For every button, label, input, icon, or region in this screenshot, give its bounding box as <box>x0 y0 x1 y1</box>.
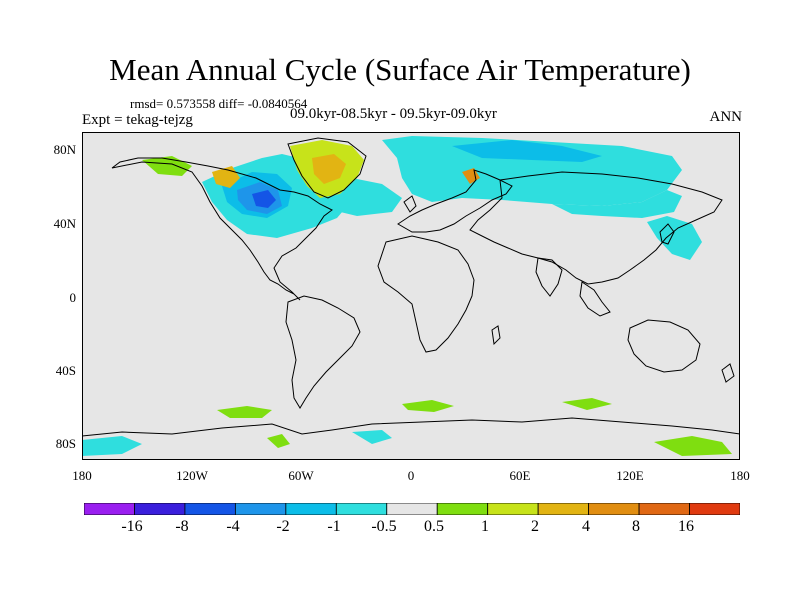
lon-label-120e: 120E <box>616 468 644 483</box>
cool-region-antarctic-2 <box>352 430 392 444</box>
colorbar-swatch-5 <box>285 503 337 515</box>
lon-label-0: 0 <box>407 468 415 483</box>
colorbar-swatch-1 <box>84 503 135 515</box>
colorbar-label-2: -8 <box>175 518 189 535</box>
cool-region-core <box>252 190 276 208</box>
anomaly-fill-layer <box>82 136 732 456</box>
colorbar-label-7: 0.5 <box>424 518 444 535</box>
colorbar-label-3: -4 <box>226 518 240 535</box>
colorbar-swatch-8 <box>436 503 489 515</box>
colorbar-label-6: -0.5 <box>371 518 397 535</box>
cool-region-siberia <box>552 190 682 218</box>
colorbar-label-5: -1 <box>327 518 341 535</box>
coastline-north-america <box>111 157 333 301</box>
warm-region-southern-ocean-2 <box>402 400 454 412</box>
colorbar-swatch-2 <box>134 503 186 515</box>
coastline-se-asia <box>579 281 611 317</box>
coastline-india <box>535 257 563 297</box>
colorbar-label-11: 8 <box>632 518 640 535</box>
experiment-label: Expt = tekag-tejzg <box>82 112 193 128</box>
stats-label: rmsd= 0.573558 diff= -0.0840564 <box>130 96 308 111</box>
coastline-asia <box>469 171 723 285</box>
coastline-south-america <box>285 295 361 409</box>
lat-label-80s: 80S <box>55 436 76 451</box>
colorbar-swatch-7 <box>386 503 438 515</box>
colorbar-label-12: 16 <box>678 518 694 535</box>
warm-region-southern-ocean-3 <box>562 398 612 410</box>
cool-region-antarctic <box>82 436 142 456</box>
colorbar-swatch-12 <box>638 503 690 515</box>
lat-label-0: 0 <box>69 290 77 305</box>
map-panel <box>82 132 740 460</box>
coastline-africa <box>377 235 475 353</box>
warm-region-greenland-core <box>312 154 346 184</box>
chart-title: Mean Annual Cycle (Surface Air Temperatu… <box>109 52 691 87</box>
lat-label-40n: 40N <box>53 216 76 231</box>
lon-label-180e: 180 <box>730 468 750 483</box>
colorbar-swatch-13 <box>689 503 740 515</box>
coastline-madagascar <box>491 325 501 346</box>
colorbar-label-4: -2 <box>276 518 290 535</box>
colorbar-swatch-4 <box>234 503 287 515</box>
warm-region-weddell <box>267 434 290 448</box>
coastline-antarctica <box>82 417 740 437</box>
coastline-new-zealand <box>721 363 735 383</box>
lon-label-180w: 180 <box>72 468 92 483</box>
season-label: ANN <box>709 109 743 125</box>
colorbar-label-10: 4 <box>582 518 590 535</box>
lon-label-60w: 60W <box>288 468 314 483</box>
lon-label-60e: 60E <box>509 468 531 483</box>
warm-region-ross <box>654 436 732 456</box>
coastline-japan <box>659 223 675 245</box>
cool-region-arctic-eurasia <box>382 136 682 206</box>
colorbar-swatch-3 <box>184 503 236 515</box>
lat-label-40s: 40S <box>55 363 76 378</box>
cool-region-barents <box>452 140 602 162</box>
colorbar-label-8: 1 <box>481 518 489 535</box>
coastline-australia <box>627 319 701 373</box>
colorbar <box>84 503 740 515</box>
colorbar-label-9: 2 <box>531 518 539 535</box>
lon-label-120w: 120W <box>176 468 208 483</box>
coastlines <box>82 137 740 437</box>
cool-region-west-pacific <box>647 216 702 260</box>
colorbar-swatch-9 <box>487 503 539 515</box>
warm-region-southern-ocean-1 <box>217 406 272 418</box>
colorbar-swatch-6 <box>335 503 388 515</box>
colorbar-label-1: -16 <box>121 518 143 535</box>
coastline-uk <box>403 195 417 213</box>
coastline-europe <box>397 169 513 233</box>
coastline-greenland <box>287 137 367 199</box>
lat-label-80n: 80N <box>53 142 76 157</box>
period-label: 09.0kyr-08.5kyr - 09.5kyr-09.0kyr <box>290 106 497 122</box>
map-frame <box>82 132 740 460</box>
colorbar-swatch-10 <box>537 503 590 515</box>
colorbar-swatch-11 <box>588 503 640 515</box>
